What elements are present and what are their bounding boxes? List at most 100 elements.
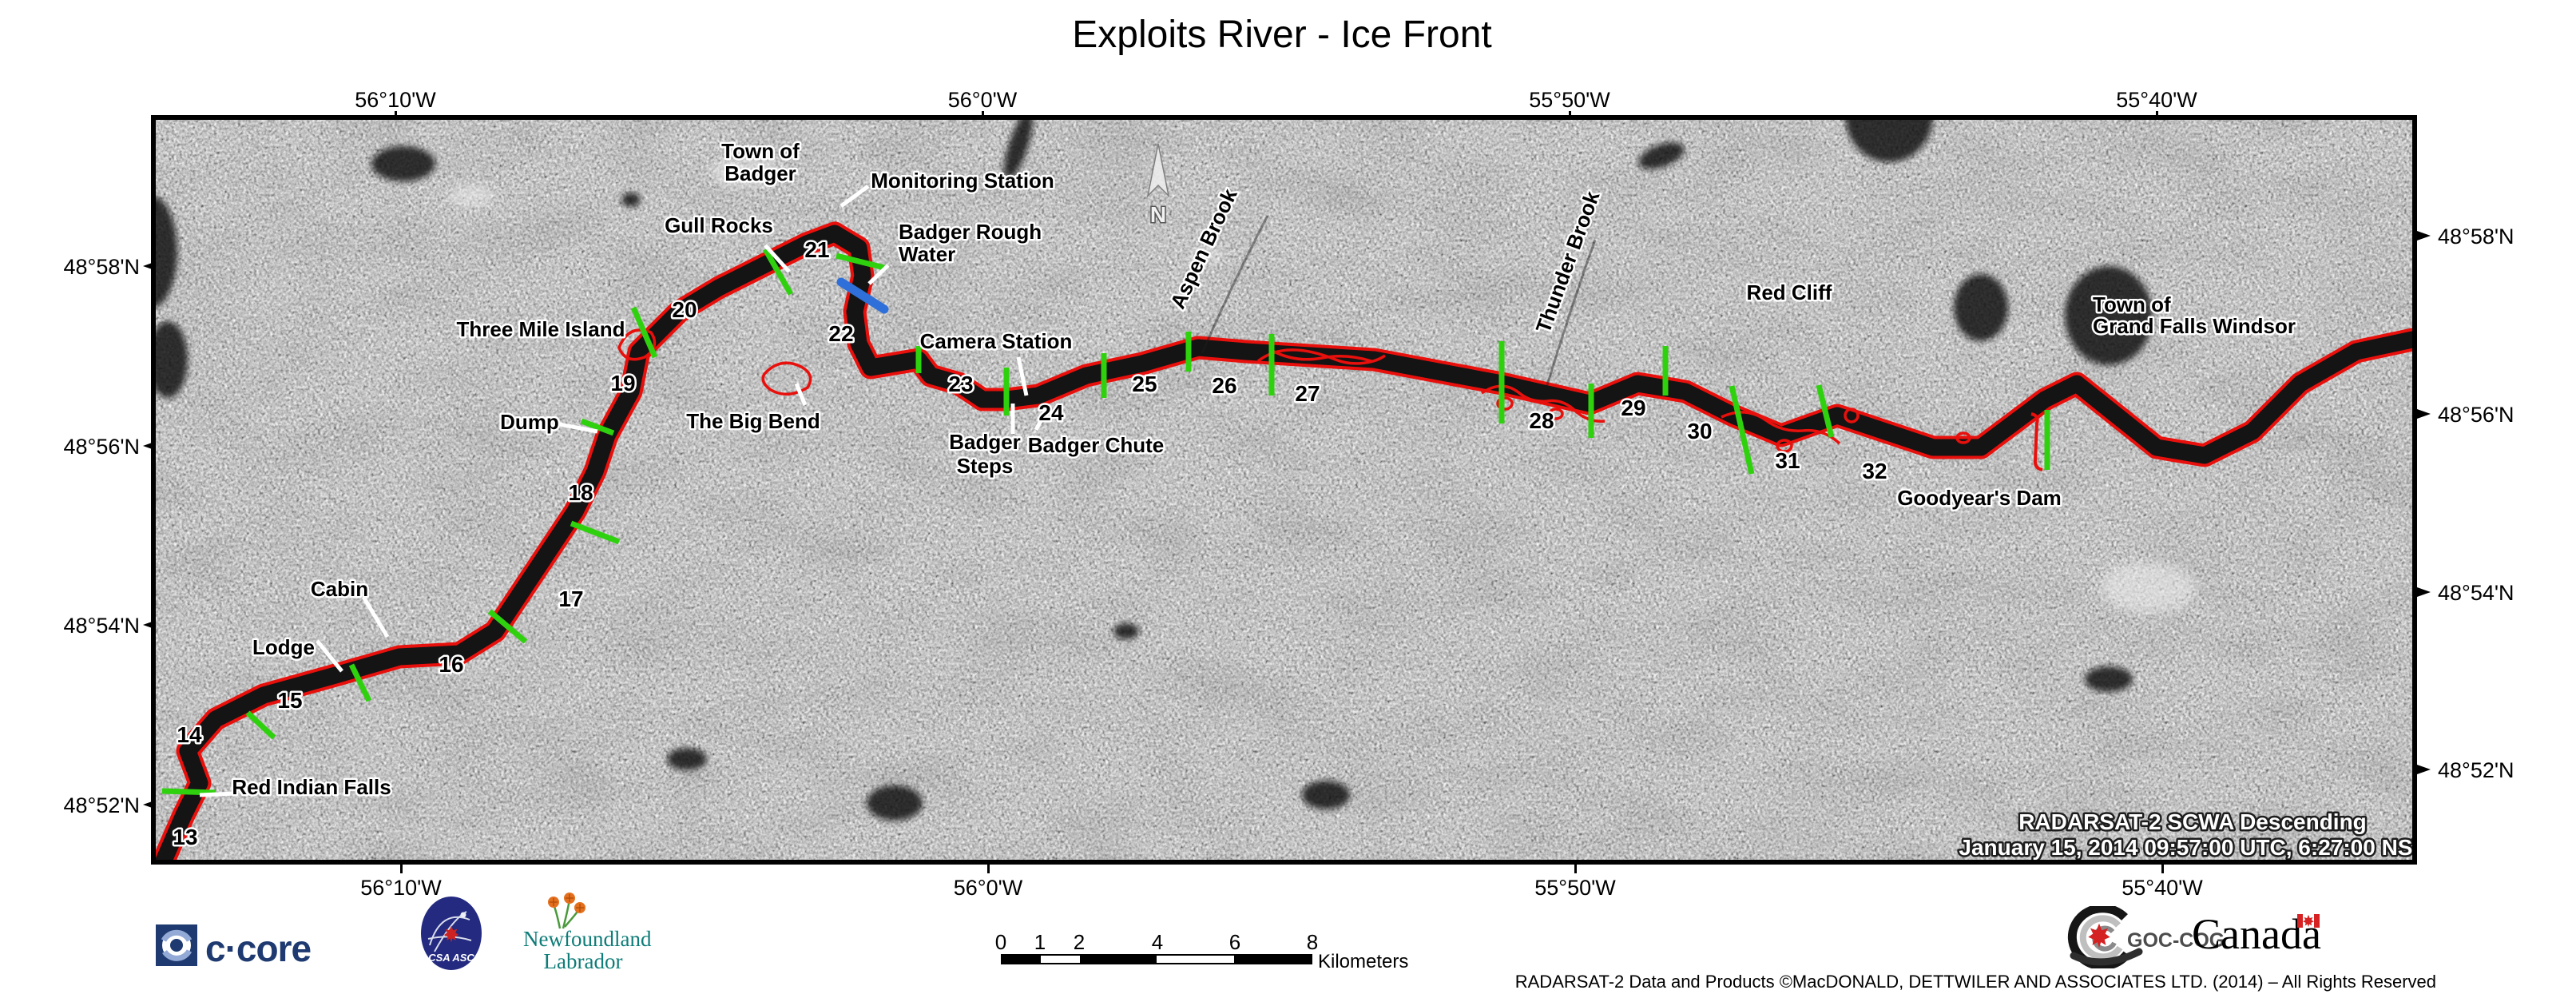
river-channel [156,225,2412,860]
label-camera-station: Camera Station [920,329,1073,353]
csa-logo-text: CSA ASC [428,952,474,964]
label-lodge: Lodge [252,635,315,659]
lon-tick [1574,865,1577,873]
lon-label-bottom-3: 55°50'W [1534,876,1616,900]
label-town-of-badger: Town of [721,139,800,163]
bright-terrain-patches [449,156,2197,613]
lat-tick [2417,587,2431,597]
label-red-cliff: Red Cliff [1747,280,1832,304]
north-label: N [1150,202,1166,227]
lat-label-left-4: 48°52'N [63,793,140,817]
lat-label-left-1: 48°58'N [63,255,140,279]
radar-map: N 13 14 15 16 17 18 19 20 21 22 23 24 25… [151,115,2417,865]
goccog-logo-icon [2059,904,2147,972]
scalebar-tick: 1 [1034,930,1046,954]
dark-terrain-patches [156,120,2153,821]
lat-label-left-2: 48°56'N [63,435,140,459]
label-three-mile-island: Three Mile Island [457,317,625,341]
label-badger-chute: Badger Chute [1028,433,1164,457]
section-number: 26 [1212,373,1236,398]
section-number: 31 [1775,448,1800,473]
radar-image: N 13 14 15 16 17 18 19 20 21 22 23 24 25… [156,120,2412,860]
dam-symbol [2030,412,2043,471]
lat-label-right-3: 48°54'N [2438,581,2514,605]
section-number: 18 [568,480,593,505]
annotation-sensor: RADARSAT-2 SCWA Descending [2018,809,2367,834]
lon-label-top-1: 56°10'W [355,88,436,112]
radar-annotation: RADARSAT-2 SCWA Descending January 15, 2… [1957,808,2412,861]
lon-label-bottom-1: 56°10'W [360,876,442,900]
lat-tick [2417,409,2431,419]
section-number: 28 [1529,408,1554,433]
lat-label-left-3: 48°54'N [63,614,140,638]
label-monitoring-station: Monitoring Station [871,169,1054,193]
section-number: 13 [173,825,197,849]
section-number: 25 [1132,372,1157,396]
label-red-indian-falls: Red Indian Falls [232,775,391,799]
nl-wordmark-line1: Newfoundland [523,927,652,951]
section-number: 32 [1862,459,1887,483]
section-number: 15 [277,688,302,713]
copyright-text: RADARSAT-2 Data and Products ©MacDONALD,… [1514,972,2436,992]
section-number: 22 [828,321,853,346]
label-badger-steps: Badger [949,430,1021,454]
section-marker-lines [161,248,2050,796]
scalebar-tick: 4 [1151,930,1164,954]
label-badger-rough-water-2: Water [899,242,955,266]
scalebar-tick: 8 [1306,930,1319,954]
scalebar-tick: 0 [994,930,1007,954]
scalebar [1001,954,1312,964]
section-number: 30 [1687,419,1712,443]
label-town-of-gfw-2: Grand Falls Windsor [2093,314,2296,338]
section-number: 21 [804,237,829,262]
lon-tick [2161,865,2164,873]
label-dump: Dump [500,410,559,434]
scalebar-tick: 2 [1073,930,1086,954]
section-number: 19 [610,371,635,396]
label-town-of-gfw: Town of [2093,292,2171,316]
scalebar-unit: Kilometers [1318,951,1409,972]
label-the-big-bend: The Big Bend [686,409,820,433]
ccore-wordmark: c·core [205,928,312,969]
label-cabin: Cabin [311,577,368,601]
section-number: 24 [1038,400,1064,425]
leader-lines [199,184,1047,797]
label-town-of-badger-2: Badger [724,161,796,185]
section-numbers: 13 14 15 16 17 18 19 20 21 22 23 24 25 2… [171,236,1889,852]
page-title: Exploits River - Ice Front [1072,14,1492,56]
lon-tick [987,865,990,873]
lat-tick [2417,231,2431,241]
lon-label-top-2: 56°0'W [947,88,1018,112]
label-badger-steps-2: Steps [957,454,1014,478]
section-number: 20 [672,297,697,322]
lat-label-right-1: 48°58'N [2438,225,2514,248]
ice-front-marker [836,277,889,314]
annotation-datetime: January 15, 2014 09:57:00 UTC, 6:27:00 N… [1959,835,2412,860]
scalebar-ticks: 0 1 2 4 6 8 [995,930,1320,954]
lat-label-right-4: 48°52'N [2438,758,2514,782]
section-number: 27 [1295,381,1320,406]
goccog-wordmark: GOC-COG [2127,929,2225,952]
section-number: 14 [177,722,202,747]
ccore-logo-icon [156,924,197,970]
label-goodyears-dam: Goodyear's Dam [1897,486,2062,510]
section-number: 23 [948,372,973,396]
north-arrow: N [1146,143,1170,229]
nl-wordmark-line2: Labrador [543,949,623,973]
canada-flag-icon [2297,914,2320,932]
section-number: 17 [558,586,583,611]
nl-logo-flower-icon [546,892,601,934]
lat-label-right-2: 48°56'N [2438,403,2514,427]
brook-lines [1201,215,1597,386]
lon-tick [400,865,403,873]
csa-logo-icon: CSA ASC [419,896,484,975]
lat-tick [2417,765,2431,774]
scalebar-tick: 6 [1228,930,1241,954]
lon-label-bottom-2: 56°0'W [953,876,1023,900]
section-number: 29 [1621,396,1645,420]
section-number: 16 [439,652,463,677]
lon-label-bottom-4: 55°40'W [2122,876,2203,900]
label-gull-rocks: Gull Rocks [665,213,773,237]
lon-label-top-3: 55°50'W [1529,88,1610,112]
